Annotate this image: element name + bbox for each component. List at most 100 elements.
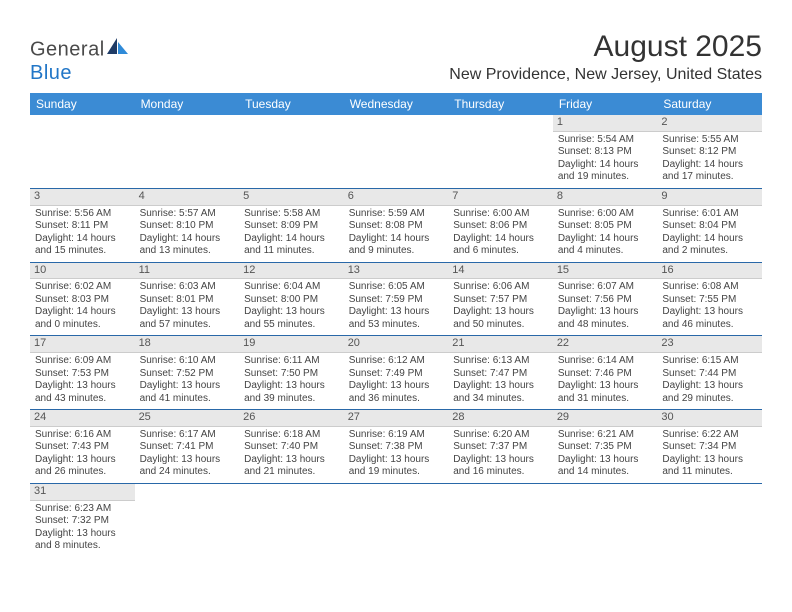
calendar-empty-cell	[239, 115, 344, 188]
sunrise-text: Sunrise: 6:21 AM	[558, 429, 653, 442]
sunset-text: Sunset: 8:04 PM	[662, 220, 757, 233]
daylight-text: Daylight: 13 hours	[35, 454, 130, 467]
day-number: 1	[553, 115, 658, 132]
calendar-day-cell: 26Sunrise: 6:18 AMSunset: 7:40 PMDayligh…	[239, 410, 344, 484]
sunset-text: Sunset: 7:44 PM	[662, 368, 757, 381]
sunrise-text: Sunrise: 6:12 AM	[349, 355, 444, 368]
day-number: 22	[553, 336, 658, 353]
daylight-text: Daylight: 13 hours	[558, 454, 653, 467]
sunset-text: Sunset: 8:03 PM	[35, 294, 130, 307]
daylight-text: and 26 minutes.	[35, 466, 130, 479]
calendar-day-cell: 14Sunrise: 6:06 AMSunset: 7:57 PMDayligh…	[448, 262, 553, 336]
day-number: 16	[657, 263, 762, 280]
calendar-day-cell: 17Sunrise: 6:09 AMSunset: 7:53 PMDayligh…	[30, 336, 135, 410]
calendar-day-cell: 2Sunrise: 5:55 AMSunset: 8:12 PMDaylight…	[657, 115, 762, 188]
sunrise-text: Sunrise: 6:20 AM	[453, 429, 548, 442]
sunrise-text: Sunrise: 6:07 AM	[558, 281, 653, 294]
daylight-text: Daylight: 14 hours	[558, 159, 653, 172]
daylight-text: Daylight: 13 hours	[140, 454, 235, 467]
day-number: 15	[553, 263, 658, 280]
sunset-text: Sunset: 7:40 PM	[244, 441, 339, 454]
day-number: 24	[30, 410, 135, 427]
day-number: 5	[239, 189, 344, 206]
calendar-day-cell: 23Sunrise: 6:15 AMSunset: 7:44 PMDayligh…	[657, 336, 762, 410]
logo: GeneralBlue	[30, 38, 129, 85]
calendar-day-cell: 7Sunrise: 6:00 AMSunset: 8:06 PMDaylight…	[448, 188, 553, 262]
calendar-day-cell: 27Sunrise: 6:19 AMSunset: 7:38 PMDayligh…	[344, 410, 449, 484]
sunrise-text: Sunrise: 6:00 AM	[453, 208, 548, 221]
sunset-text: Sunset: 8:08 PM	[349, 220, 444, 233]
sunset-text: Sunset: 7:59 PM	[349, 294, 444, 307]
calendar-week-row: 17Sunrise: 6:09 AMSunset: 7:53 PMDayligh…	[30, 336, 762, 410]
sunset-text: Sunset: 7:57 PM	[453, 294, 548, 307]
daylight-text: and 19 minutes.	[558, 171, 653, 184]
daylight-text: Daylight: 13 hours	[558, 380, 653, 393]
sunset-text: Sunset: 7:41 PM	[140, 441, 235, 454]
calendar-day-cell: 18Sunrise: 6:10 AMSunset: 7:52 PMDayligh…	[135, 336, 240, 410]
daylight-text: and 36 minutes.	[349, 393, 444, 406]
day-number: 9	[657, 189, 762, 206]
daylight-text: Daylight: 13 hours	[662, 454, 757, 467]
sunrise-text: Sunrise: 6:08 AM	[662, 281, 757, 294]
day-number: 18	[135, 336, 240, 353]
day-number: 7	[448, 189, 553, 206]
logo-word-2: Blue	[30, 62, 72, 84]
daylight-text: and 2 minutes.	[662, 245, 757, 258]
daylight-text: and 9 minutes.	[349, 245, 444, 258]
header: GeneralBlue August 2025 New Providence, …	[30, 30, 762, 85]
title-block: August 2025 New Providence, New Jersey, …	[449, 30, 762, 84]
daylight-text: and 34 minutes.	[453, 393, 548, 406]
day-number: 30	[657, 410, 762, 427]
sunset-text: Sunset: 8:10 PM	[140, 220, 235, 233]
logo-text: GeneralBlue	[30, 38, 129, 85]
daylight-text: and 17 minutes.	[662, 171, 757, 184]
calendar-empty-cell	[344, 483, 449, 556]
sunrise-text: Sunrise: 6:06 AM	[453, 281, 548, 294]
day-number: 13	[344, 263, 449, 280]
daylight-text: and 16 minutes.	[453, 466, 548, 479]
daylight-text: Daylight: 13 hours	[244, 454, 339, 467]
daylight-text: and 53 minutes.	[349, 319, 444, 332]
sunrise-text: Sunrise: 6:04 AM	[244, 281, 339, 294]
sunset-text: Sunset: 7:56 PM	[558, 294, 653, 307]
daylight-text: and 57 minutes.	[140, 319, 235, 332]
sunrise-text: Sunrise: 6:13 AM	[453, 355, 548, 368]
calendar-day-cell: 4Sunrise: 5:57 AMSunset: 8:10 PMDaylight…	[135, 188, 240, 262]
sunrise-text: Sunrise: 6:10 AM	[140, 355, 235, 368]
sunset-text: Sunset: 7:35 PM	[558, 441, 653, 454]
daylight-text: and 46 minutes.	[662, 319, 757, 332]
daylight-text: and 13 minutes.	[140, 245, 235, 258]
weekday-header: Wednesday	[344, 93, 449, 115]
sunset-text: Sunset: 7:53 PM	[35, 368, 130, 381]
daylight-text: Daylight: 13 hours	[662, 380, 757, 393]
daylight-text: Daylight: 13 hours	[349, 306, 444, 319]
calendar-day-cell: 30Sunrise: 6:22 AMSunset: 7:34 PMDayligh…	[657, 410, 762, 484]
sunset-text: Sunset: 8:13 PM	[558, 146, 653, 159]
sunset-text: Sunset: 7:55 PM	[662, 294, 757, 307]
daylight-text: and 31 minutes.	[558, 393, 653, 406]
calendar-empty-cell	[239, 483, 344, 556]
daylight-text: and 11 minutes.	[244, 245, 339, 258]
daylight-text: Daylight: 13 hours	[349, 454, 444, 467]
daylight-text: and 15 minutes.	[35, 245, 130, 258]
calendar-empty-cell	[553, 483, 658, 556]
sunset-text: Sunset: 7:46 PM	[558, 368, 653, 381]
daylight-text: Daylight: 14 hours	[349, 233, 444, 246]
sunset-text: Sunset: 7:43 PM	[35, 441, 130, 454]
daylight-text: Daylight: 13 hours	[35, 528, 130, 541]
sunset-text: Sunset: 8:12 PM	[662, 146, 757, 159]
calendar-day-cell: 1Sunrise: 5:54 AMSunset: 8:13 PMDaylight…	[553, 115, 658, 188]
daylight-text: Daylight: 13 hours	[453, 306, 548, 319]
daylight-text: and 48 minutes.	[558, 319, 653, 332]
daylight-text: and 24 minutes.	[140, 466, 235, 479]
day-number: 11	[135, 263, 240, 280]
calendar-week-row: 3Sunrise: 5:56 AMSunset: 8:11 PMDaylight…	[30, 188, 762, 262]
calendar-empty-cell	[344, 115, 449, 188]
calendar-day-cell: 13Sunrise: 6:05 AMSunset: 7:59 PMDayligh…	[344, 262, 449, 336]
sunrise-text: Sunrise: 6:01 AM	[662, 208, 757, 221]
sunrise-text: Sunrise: 6:02 AM	[35, 281, 130, 294]
daylight-text: Daylight: 13 hours	[453, 380, 548, 393]
daylight-text: and 21 minutes.	[244, 466, 339, 479]
daylight-text: Daylight: 14 hours	[662, 159, 757, 172]
daylight-text: and 6 minutes.	[453, 245, 548, 258]
